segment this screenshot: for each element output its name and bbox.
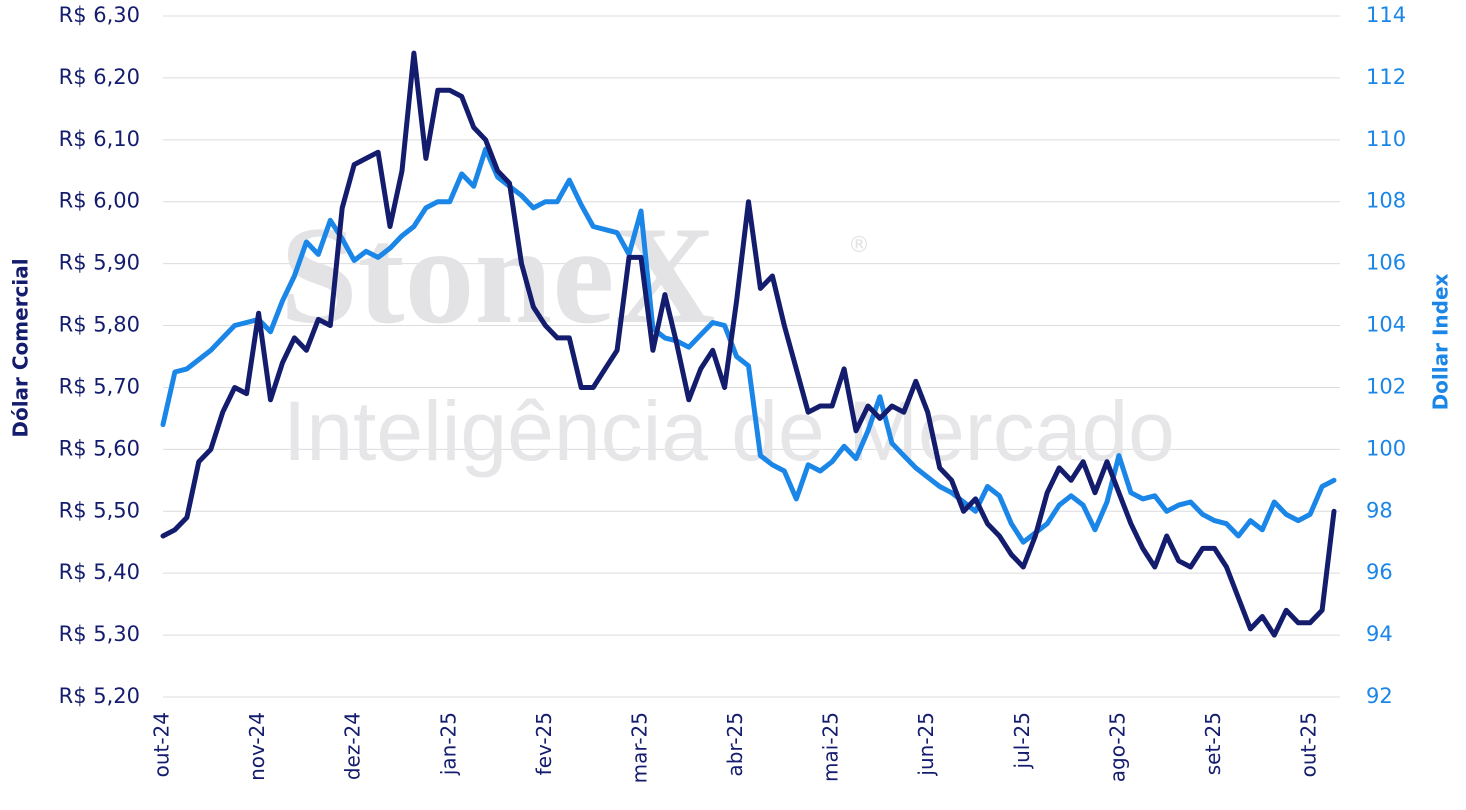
x-tick-label: out-24 bbox=[150, 712, 174, 777]
x-tick-label: abr-25 bbox=[723, 712, 747, 777]
y-tick-label: R$ 5,60 bbox=[59, 436, 140, 460]
x-tick-label: nov-24 bbox=[245, 712, 269, 781]
y-tick-label: R$ 6,10 bbox=[59, 127, 140, 151]
y2-tick-label: 94 bbox=[1366, 622, 1393, 646]
y-tick-label: R$ 5,30 bbox=[59, 622, 140, 646]
x-tick-label: jun-25 bbox=[914, 712, 938, 777]
y2-tick-label: 112 bbox=[1366, 65, 1406, 89]
x-tick-label: out-25 bbox=[1297, 712, 1321, 777]
y-tick-label: R$ 5,40 bbox=[59, 560, 140, 584]
x-tick-label: jan-25 bbox=[436, 712, 460, 776]
x-tick-label: set-25 bbox=[1201, 712, 1225, 775]
y-axis-label: Dólar Comercial bbox=[9, 258, 33, 437]
x-tick-label: jul-25 bbox=[1010, 712, 1034, 769]
y2-tick-label: 106 bbox=[1366, 251, 1406, 275]
y2-tick-label: 100 bbox=[1366, 436, 1406, 460]
y-tick-label: R$ 5,80 bbox=[59, 313, 140, 337]
y-tick-label: R$ 6,20 bbox=[59, 65, 140, 89]
y2-tick-label: 114 bbox=[1366, 3, 1406, 27]
y-tick-label: R$ 5,20 bbox=[59, 684, 140, 708]
y2-tick-label: 92 bbox=[1366, 684, 1393, 708]
series-line bbox=[160, 50, 1337, 638]
x-tick-label: fev-25 bbox=[532, 712, 556, 775]
series-line bbox=[160, 146, 1337, 545]
y-tick-label: R$ 5,90 bbox=[59, 251, 140, 275]
y2-axis-label: Dollar Index bbox=[1429, 273, 1453, 410]
y-tick-label: R$ 6,30 bbox=[59, 3, 140, 27]
y-tick-label: R$ 5,50 bbox=[59, 498, 140, 522]
y-tick-label: R$ 6,00 bbox=[59, 189, 140, 213]
x-tick-label: dez-24 bbox=[341, 712, 365, 780]
y2-tick-label: 98 bbox=[1366, 498, 1393, 522]
y-tick-label: R$ 5,70 bbox=[59, 374, 140, 398]
y2-tick-label: 104 bbox=[1366, 313, 1406, 337]
watermark-mark: ® bbox=[848, 233, 870, 258]
y2-tick-label: 96 bbox=[1366, 560, 1393, 584]
watermark-subtitle: Inteligência de Mercado bbox=[283, 384, 1175, 478]
x-tick-label: mar-25 bbox=[627, 712, 651, 783]
y2-tick-label: 110 bbox=[1366, 127, 1406, 151]
x-tick-label: mai-25 bbox=[819, 712, 843, 782]
y2-tick-label: 108 bbox=[1366, 189, 1406, 213]
x-tick-label: ago-25 bbox=[1105, 712, 1129, 782]
y2-tick-label: 102 bbox=[1366, 374, 1406, 398]
